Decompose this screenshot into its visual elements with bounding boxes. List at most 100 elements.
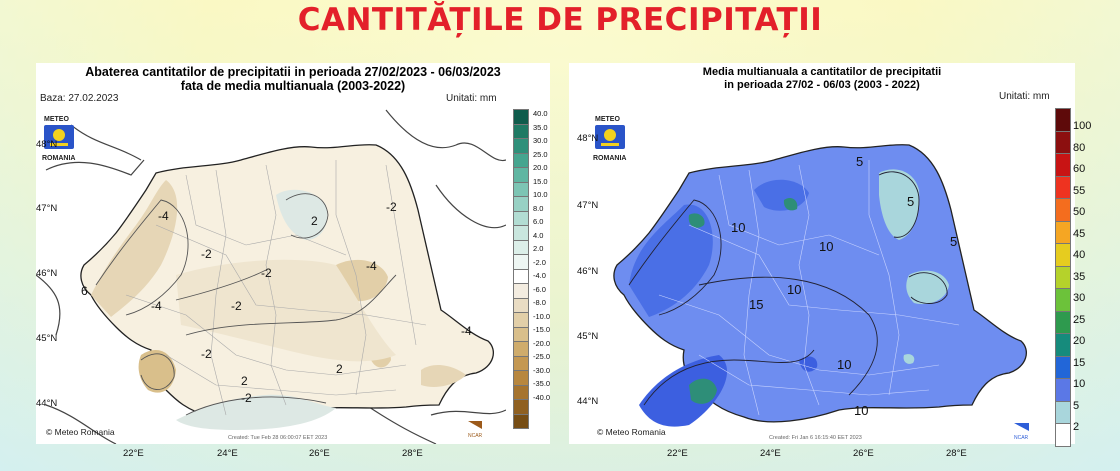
contour-lines <box>628 171 948 406</box>
contour-label: 15 <box>749 297 763 312</box>
colorbar-swatch <box>1055 243 1071 266</box>
colorbar-swatch <box>1055 355 1071 378</box>
logo-bottom-text: ROMANIA <box>42 155 75 162</box>
colorbar-swatch <box>513 384 529 399</box>
logo-bottom-text: ROMANIA <box>593 155 626 162</box>
svg-text:NCAR: NCAR <box>1014 435 1029 441</box>
colorbar-label: 5 <box>1073 399 1080 412</box>
units-label: Unitati: mm <box>446 93 497 104</box>
colorbar-label: -30.0 <box>533 365 551 375</box>
contour-label: 5 <box>907 194 914 209</box>
neighbor-borders <box>36 109 506 444</box>
colorbar-swatch <box>1055 198 1071 221</box>
climatology-fills <box>629 169 949 427</box>
colorbar-swatch <box>1055 153 1071 176</box>
lat-label: 46°N <box>577 266 599 277</box>
colorbar-swatch <box>513 152 529 167</box>
colorbar-label: 30.0 <box>533 136 548 145</box>
copyright-label: © Meteo Romania <box>597 427 666 437</box>
contour-label: -4 <box>366 259 377 273</box>
colorbar-label: 15.0 <box>533 176 548 186</box>
colorbar-swatch <box>513 254 529 269</box>
colorbar-swatch <box>1055 423 1071 447</box>
colorbar-label: -35.0 <box>533 379 551 388</box>
lon-label: 24°E <box>217 448 238 459</box>
colorbar-swatch <box>513 268 529 283</box>
lat-label: 47°N <box>577 200 599 211</box>
meteo-romania-logo: METEO ROMANIA <box>42 116 75 162</box>
colorbar-label: -10.0 <box>533 311 551 321</box>
lon-label: 22°E <box>123 448 144 459</box>
colorbar-swatch <box>513 167 529 182</box>
romania-outline <box>613 143 1027 423</box>
lon-label: 28°E <box>402 448 423 459</box>
colorbar-swatch <box>513 297 529 312</box>
climatology-title-line2: in perioada 27/02 - 06/03 (2003 - 2022) <box>724 79 920 91</box>
colorbar-label: 10.0 <box>533 190 548 199</box>
page-title: CANTITĂȚILE DE PRECIPITAȚII <box>297 2 823 38</box>
county-lines <box>658 160 960 416</box>
lat-label: 45°N <box>577 331 599 342</box>
colorbar-label: -15.0 <box>533 325 551 334</box>
colorbar-label: 40 <box>1073 249 1086 261</box>
colorbar-label: 80 <box>1073 141 1086 154</box>
copyright-label: © Meteo Romania <box>46 427 115 437</box>
contour-label: 10 <box>787 282 801 297</box>
contour-label: 5 <box>950 234 957 249</box>
colorbar-label: 2.0 <box>533 244 544 253</box>
lat-label: 48°N <box>577 133 599 144</box>
colorbar-label: 4.0 <box>533 230 544 240</box>
colorbar-swatch <box>513 355 529 370</box>
ncar-logo: NCAR <box>468 421 483 439</box>
colorbar-swatch <box>513 413 529 429</box>
lat-label: 48°N <box>36 139 58 150</box>
contour-labels: 5 5 5 10 10 10 15 10 10 <box>731 154 957 418</box>
anomaly-map-panel: Abaterea cantitatilor de precipitatii in… <box>36 63 550 444</box>
climatology-title-line1: Media multianuala a cantitatilor de prec… <box>702 66 942 78</box>
colorbar-label: -25.0 <box>533 352 551 361</box>
contour-label: 6 <box>81 284 88 298</box>
contour-label: 5 <box>856 154 863 169</box>
colorbar-label: 45 <box>1073 227 1086 240</box>
anomaly-map-title-line2: fata de media multianuala (2003-2022) <box>180 79 406 93</box>
contour-label: 10 <box>854 403 868 418</box>
anomaly-fills <box>91 180 466 430</box>
base-date-label: Baza: 27.02.2023 <box>40 93 119 104</box>
contour-label: 10 <box>731 220 745 235</box>
climatology-colorbar <box>1055 108 1071 447</box>
colorbar-swatch <box>513 210 529 225</box>
colorbar-label: 60 <box>1073 163 1086 175</box>
colorbar-label: 35.0 <box>533 122 548 132</box>
ncar-logo: NCAR <box>1014 423 1029 441</box>
svg-text:NCAR: NCAR <box>468 433 483 439</box>
colorbar-swatch <box>513 181 529 196</box>
contour-label: -2 <box>261 266 272 280</box>
contour-label: 2 <box>311 214 318 228</box>
anomaly-map-title-line1: Abaterea cantitatilor de precipitatii in… <box>85 65 501 79</box>
colorbar-label: 35 <box>1073 270 1086 283</box>
lon-label: 26°E <box>853 448 874 459</box>
colorbar-label: 25.0 <box>533 149 548 159</box>
climatology-map-panel: Media multianuala a cantitatilor de prec… <box>569 63 1091 447</box>
colorbar-label: -2.0 <box>533 257 546 267</box>
contour-label: -4 <box>158 209 169 223</box>
colorbar-label: 20 <box>1073 335 1086 347</box>
colorbar-label: 30 <box>1073 292 1086 304</box>
colorbar-swatch <box>1055 378 1071 401</box>
colorbar-swatch <box>1055 175 1071 198</box>
contour-lines <box>95 193 397 416</box>
colorbar-label: 20.0 <box>533 163 548 172</box>
colorbar-swatch <box>513 283 529 298</box>
contour-label: -2 <box>231 299 242 313</box>
colorbar-swatch <box>513 239 529 254</box>
logo-top-text: METEO <box>595 116 620 123</box>
colorbar-swatch <box>513 370 529 385</box>
anomaly-map: -4 -2 2 -2 -2 -4 -2 6 -4 2 -2 2 -2 -4 ME… <box>36 105 506 444</box>
colorbar-label: 15 <box>1073 356 1086 369</box>
colorbar-swatch <box>513 399 529 414</box>
county-lines <box>125 160 427 416</box>
lat-label: 46°N <box>36 268 58 279</box>
colorbar-label: -8.0 <box>533 298 546 307</box>
colorbar-swatch <box>1055 333 1071 356</box>
lat-label: 44°N <box>577 396 599 407</box>
